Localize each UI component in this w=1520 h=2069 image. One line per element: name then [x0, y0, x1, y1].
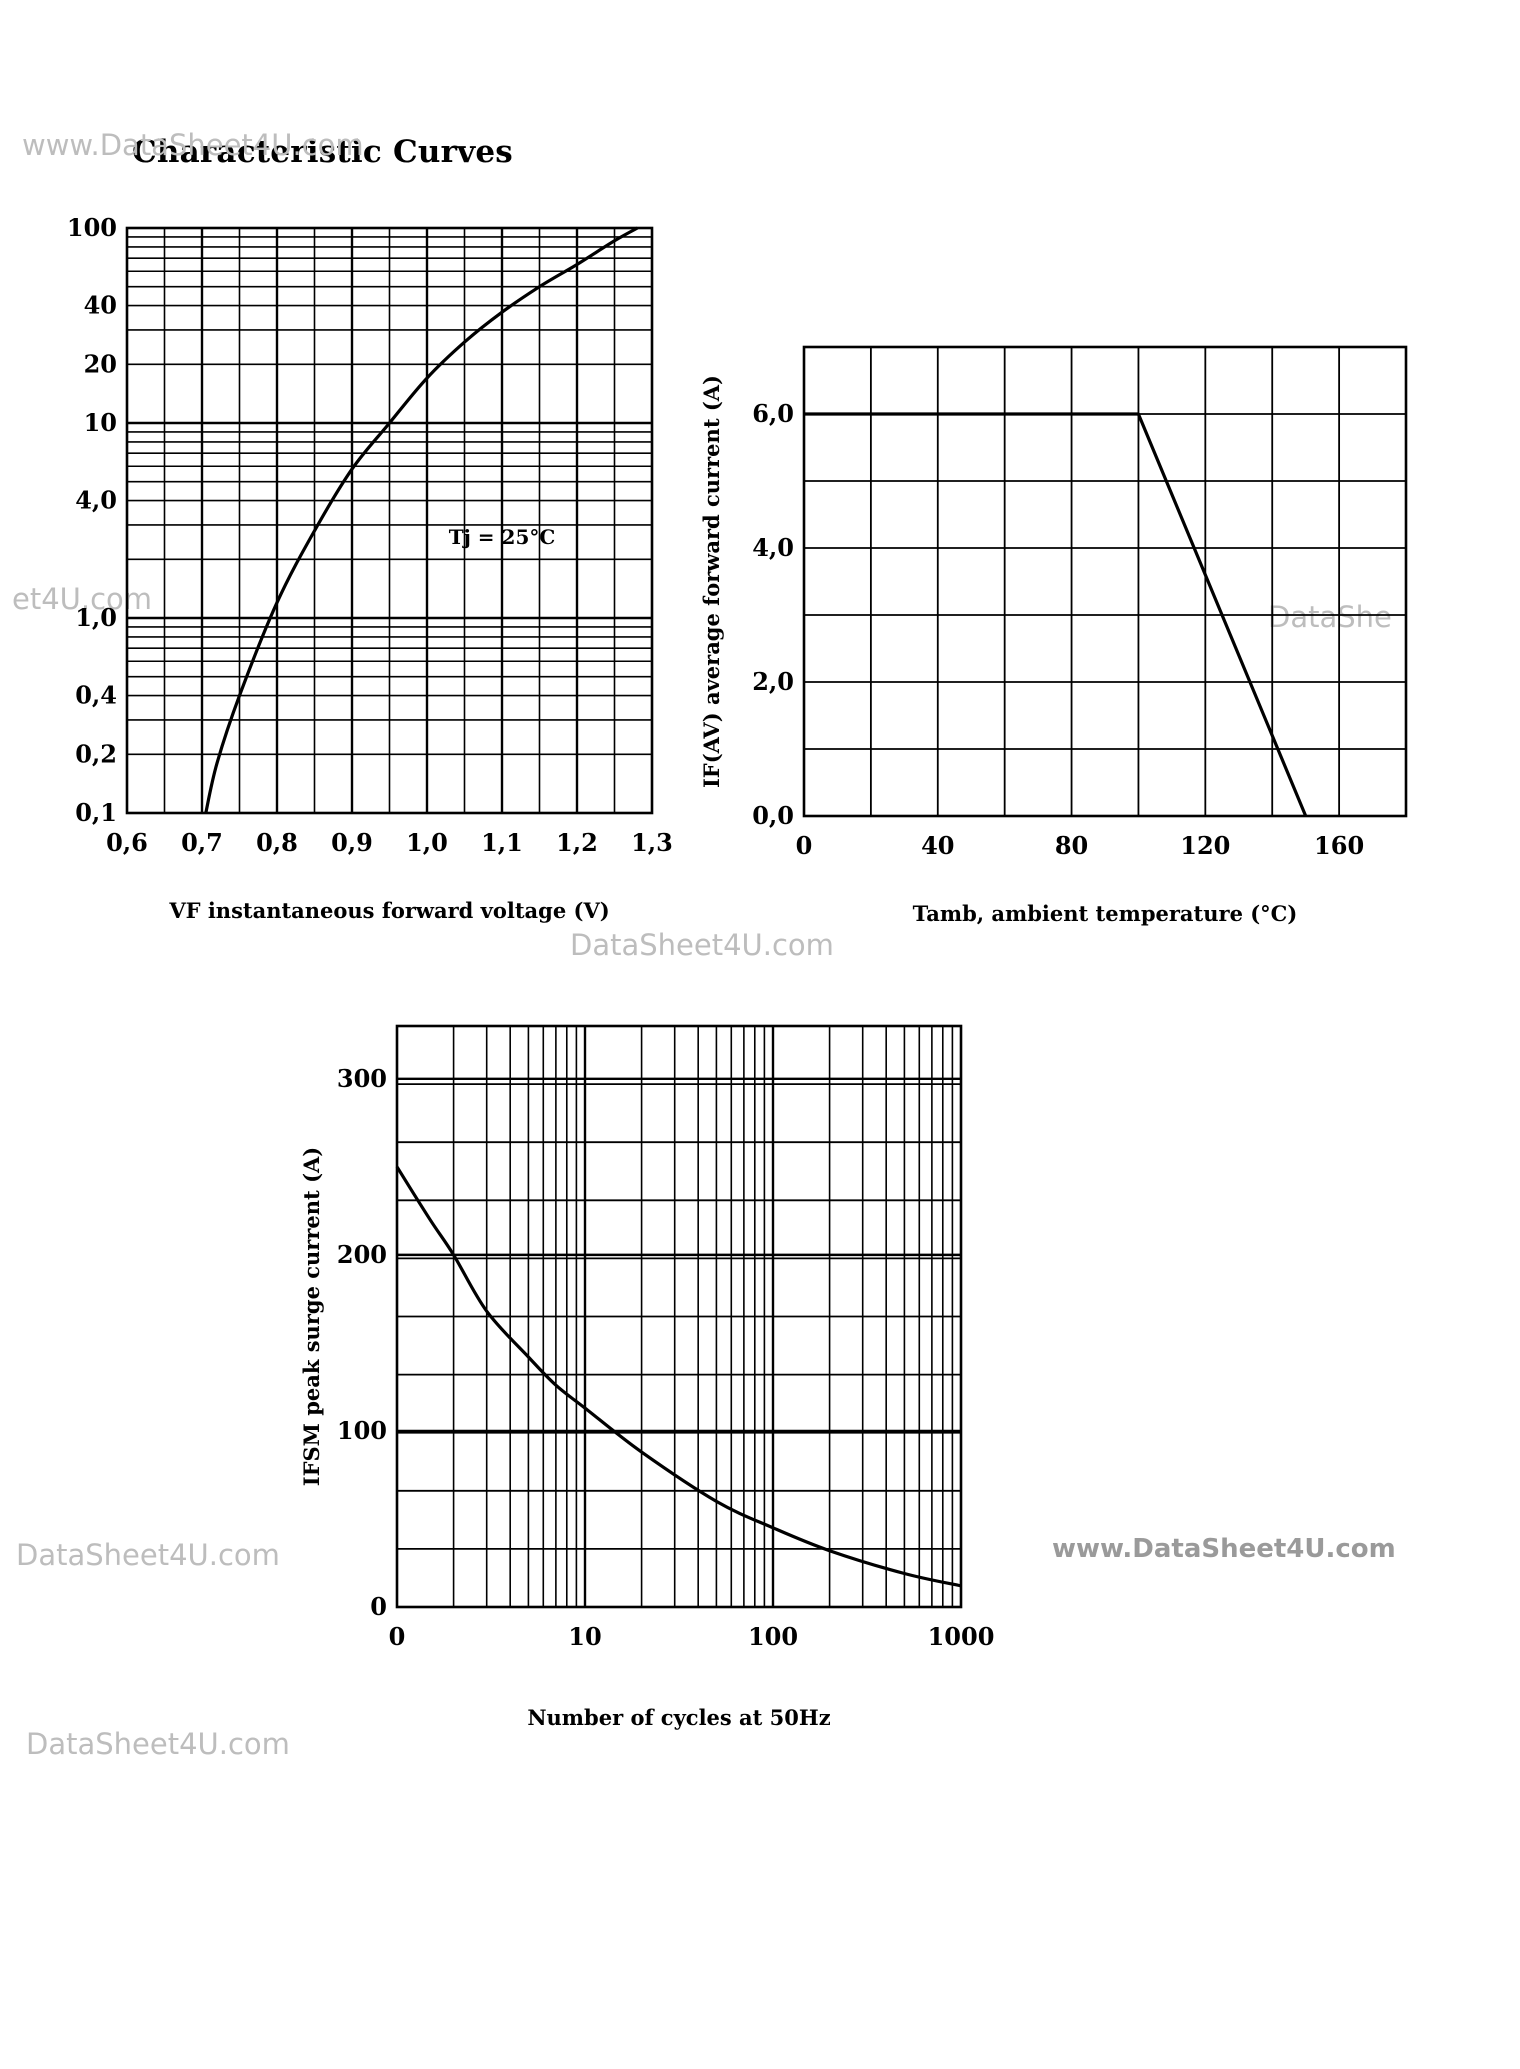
y-tick-label: 4,0	[752, 533, 794, 562]
x-tick-label: 80	[1055, 831, 1088, 860]
plot-frame	[125, 226, 654, 815]
x-tick-label: 0,6	[106, 828, 148, 857]
x-axis-label: Number of cycles at 50Hz	[527, 1705, 830, 1730]
y-tick-label: 0,4	[75, 681, 117, 710]
x-axis-label: VF instantaneous forward voltage (V)	[168, 898, 609, 923]
y-tick-label: 4,0	[75, 486, 117, 515]
y-tick-label: 100	[67, 213, 117, 242]
x-axis-label: Tamb, ambient temperature (°C)	[913, 901, 1298, 926]
y-tick-label: 0	[370, 1592, 387, 1621]
watermark: www.DataSheet4U.com	[22, 128, 364, 162]
x-tick-label: 1,1	[481, 828, 523, 857]
series-line	[395, 1165, 962, 1588]
x-tick-label: 0	[796, 831, 813, 860]
x-tick-label: 0,9	[331, 828, 373, 857]
grid	[804, 347, 1406, 816]
x-tick-label: 100	[748, 1622, 798, 1651]
y-tick-label: 200	[337, 1240, 387, 1269]
chart-derating: 0 40 80 120 160 0,0 2,0 4,0 6,0 Tamb, ambient tem…	[699, 345, 1408, 926]
x-tick-label: 120	[1180, 831, 1230, 860]
watermark: DataShe	[1268, 600, 1392, 634]
x-tick-label: 40	[921, 831, 954, 860]
x-tick-label: 10	[568, 1622, 601, 1651]
y-tick-label: 10	[84, 408, 117, 437]
y-tick-label: 300	[337, 1064, 387, 1093]
plot-frame	[395, 1024, 963, 1609]
y-tick-label: 40	[84, 291, 117, 320]
y-tick-label: 0,2	[75, 739, 117, 768]
grid	[127, 228, 652, 813]
x-tick-label: 0	[389, 1622, 406, 1651]
series-line	[204, 226, 639, 814]
watermark: DataSheet4U.com	[16, 1538, 280, 1572]
watermark: et4U.com	[12, 582, 153, 616]
y-tick-label: 2,0	[752, 667, 794, 696]
x-tick-label: 0,8	[256, 828, 298, 857]
x-tick-label: 160	[1314, 831, 1364, 860]
annotation: Tj = 25°C	[449, 525, 556, 549]
x-tick-label: 1000	[928, 1622, 995, 1651]
page-title: Characteristic Curves	[132, 134, 513, 170]
y-tick-label: 1,0	[75, 603, 117, 632]
grid	[397, 1026, 961, 1607]
x-tick-label: 1,3	[631, 828, 673, 857]
chart-surge: 0 10 100 1000 0 100 200 300 Number of cycles at …	[299, 1024, 995, 1730]
y-tick-label: 0,0	[752, 801, 794, 830]
series-line	[804, 412, 1308, 817]
watermark: DataSheet4U.com	[570, 928, 834, 962]
chart-forward: 0,6 0,7 0,8 0,9 1,0 1,1 1,2 1,3 0,1 0,2 0,4 1,0 4,0 1…	[67, 213, 673, 923]
y-tick-label: 6,0	[752, 399, 794, 428]
watermark: www.DataSheet4U.com	[1052, 1534, 1396, 1564]
x-tick-label: 0,7	[181, 828, 223, 857]
y-tick-label: 100	[337, 1416, 387, 1445]
y-tick-label: 20	[84, 349, 117, 378]
x-tick-label: 1,0	[406, 828, 448, 857]
y-axis-label: IFSM peak surge current (A)	[299, 1147, 324, 1486]
plot-frame	[802, 345, 1408, 818]
y-axis-label: IF(AV) average forward current (A)	[699, 375, 724, 788]
watermark: DataSheet4U.com	[26, 1727, 290, 1761]
x-tick-label: 1,2	[556, 828, 598, 857]
y-tick-label: 0,1	[75, 798, 117, 827]
